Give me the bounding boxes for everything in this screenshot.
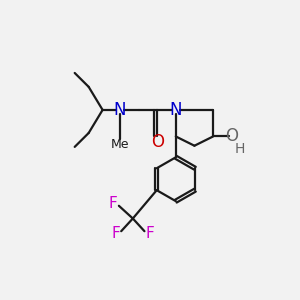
- Text: F: F: [146, 226, 154, 242]
- Text: F: F: [111, 226, 120, 242]
- Text: O: O: [151, 133, 164, 151]
- Text: H: H: [235, 142, 245, 156]
- Text: N: N: [169, 101, 182, 119]
- Text: Me: Me: [111, 138, 129, 151]
- Text: O: O: [225, 128, 238, 146]
- Text: F: F: [109, 196, 117, 211]
- Text: N: N: [114, 101, 126, 119]
